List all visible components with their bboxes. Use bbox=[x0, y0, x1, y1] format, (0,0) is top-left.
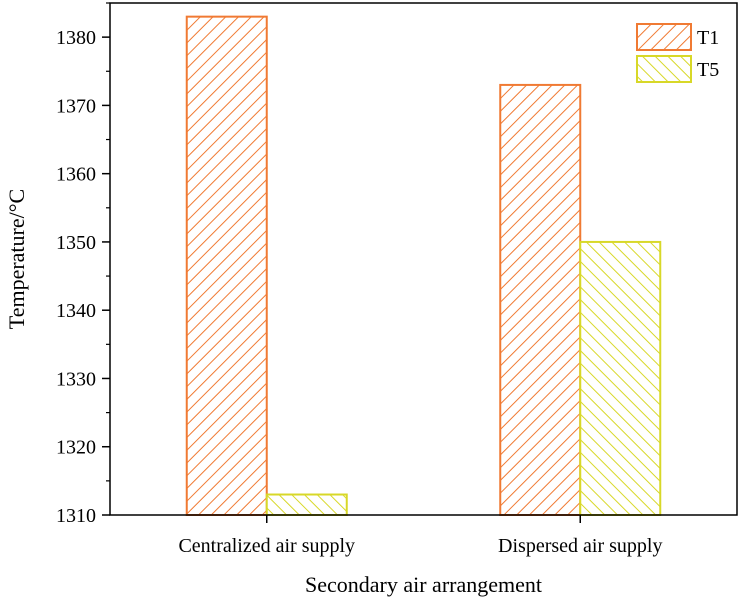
y-tick-label: 1310 bbox=[56, 505, 96, 527]
y-tick-label: 1370 bbox=[56, 95, 96, 117]
y-tick-label: 1340 bbox=[56, 300, 96, 322]
legend-label-t5: T5 bbox=[697, 59, 719, 81]
x-tick-label: Centralized air supply bbox=[178, 535, 355, 557]
legend-label-t1: T1 bbox=[697, 27, 719, 49]
plot-frame bbox=[109, 2, 738, 516]
y-tick-label: 1380 bbox=[56, 27, 96, 49]
y-tick-label: 1320 bbox=[56, 437, 96, 459]
bar-t1-2 bbox=[499, 83, 582, 516]
y-tick-label: 1350 bbox=[56, 232, 96, 254]
x-tick-label: Dispersed air supply bbox=[498, 535, 662, 557]
y-tick-label: 1360 bbox=[56, 164, 96, 186]
bar-t1-1 bbox=[185, 15, 268, 517]
y-tick-label: 1330 bbox=[56, 368, 96, 390]
axes: Centralized air supply Dispersed air supp… bbox=[4, 2, 738, 597]
x-axis-title: Secondary air arrangement bbox=[305, 572, 542, 597]
legend-swatch-t5 bbox=[636, 55, 692, 83]
bar-t5-1 bbox=[265, 493, 348, 516]
bar-t5-2 bbox=[579, 240, 662, 517]
y-axis-title: Temperature/°C bbox=[4, 189, 29, 329]
legend-swatch-t1 bbox=[636, 23, 692, 51]
plot-area bbox=[185, 15, 662, 517]
